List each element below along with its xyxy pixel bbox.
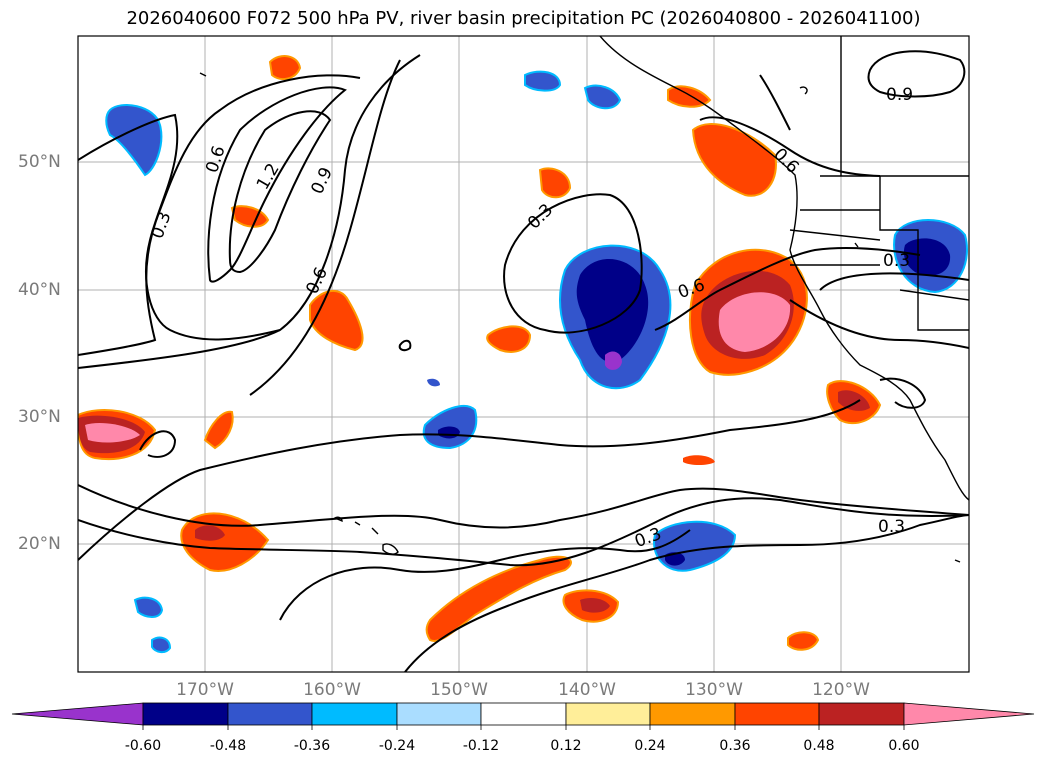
colorbar-segment (480, 702, 567, 726)
colorbar-extend-low (11, 702, 144, 726)
lon-label: 130°W (685, 680, 743, 700)
colorbar-tick-label: -0.24 (378, 738, 416, 754)
colorbar-segment (396, 702, 482, 726)
lat-label: 20°N (18, 534, 61, 554)
colorbar-tick-label: 0.48 (803, 738, 835, 754)
colorbar-tick-label: 0.60 (888, 738, 920, 754)
lon-label: 160°W (303, 680, 361, 700)
svg-text:0.3: 0.3 (883, 251, 910, 271)
lon-label: 150°W (430, 680, 488, 700)
colorbar-tick-label: 0.36 (719, 738, 751, 754)
colorbar-segment (227, 702, 313, 726)
svg-text:0.3: 0.3 (878, 517, 905, 537)
islands (199, 72, 961, 563)
coastlines (599, 36, 969, 501)
map-frame (77, 35, 970, 673)
colorbar-tick-label: -0.36 (293, 738, 331, 754)
colorbar-tick-label: -0.60 (124, 738, 162, 754)
colorbar-tick-marks (142, 725, 905, 730)
lat-label: 40°N (18, 280, 61, 300)
colorbar-tick-label: 0.12 (550, 738, 582, 754)
colorbar (11, 702, 1035, 730)
colorbar-segment (142, 702, 229, 726)
colorbar-tick-label: -0.48 (209, 738, 247, 754)
map-title: 2026040600 F072 500 hPa PV, river basin … (126, 8, 921, 29)
lat-label: 50°N (18, 152, 61, 172)
colorbar-tick-label: -0.12 (462, 738, 500, 754)
colorbar-segment (818, 702, 905, 726)
lat-label: 30°N (18, 407, 61, 427)
svg-text:0.9: 0.9 (886, 85, 913, 105)
lon-label: 140°W (558, 680, 616, 700)
colorbar-extend-high (903, 702, 1035, 726)
colorbar-tick-label: 0.24 (634, 738, 666, 754)
colorbar-segment (734, 702, 820, 726)
lon-label: 120°W (812, 680, 870, 700)
lon-label: 170°W (176, 680, 234, 700)
pv-contours (78, 50, 969, 672)
colorbar-segment (565, 702, 651, 726)
colorbar-segment (649, 702, 736, 726)
colorbar-segment (311, 702, 398, 726)
